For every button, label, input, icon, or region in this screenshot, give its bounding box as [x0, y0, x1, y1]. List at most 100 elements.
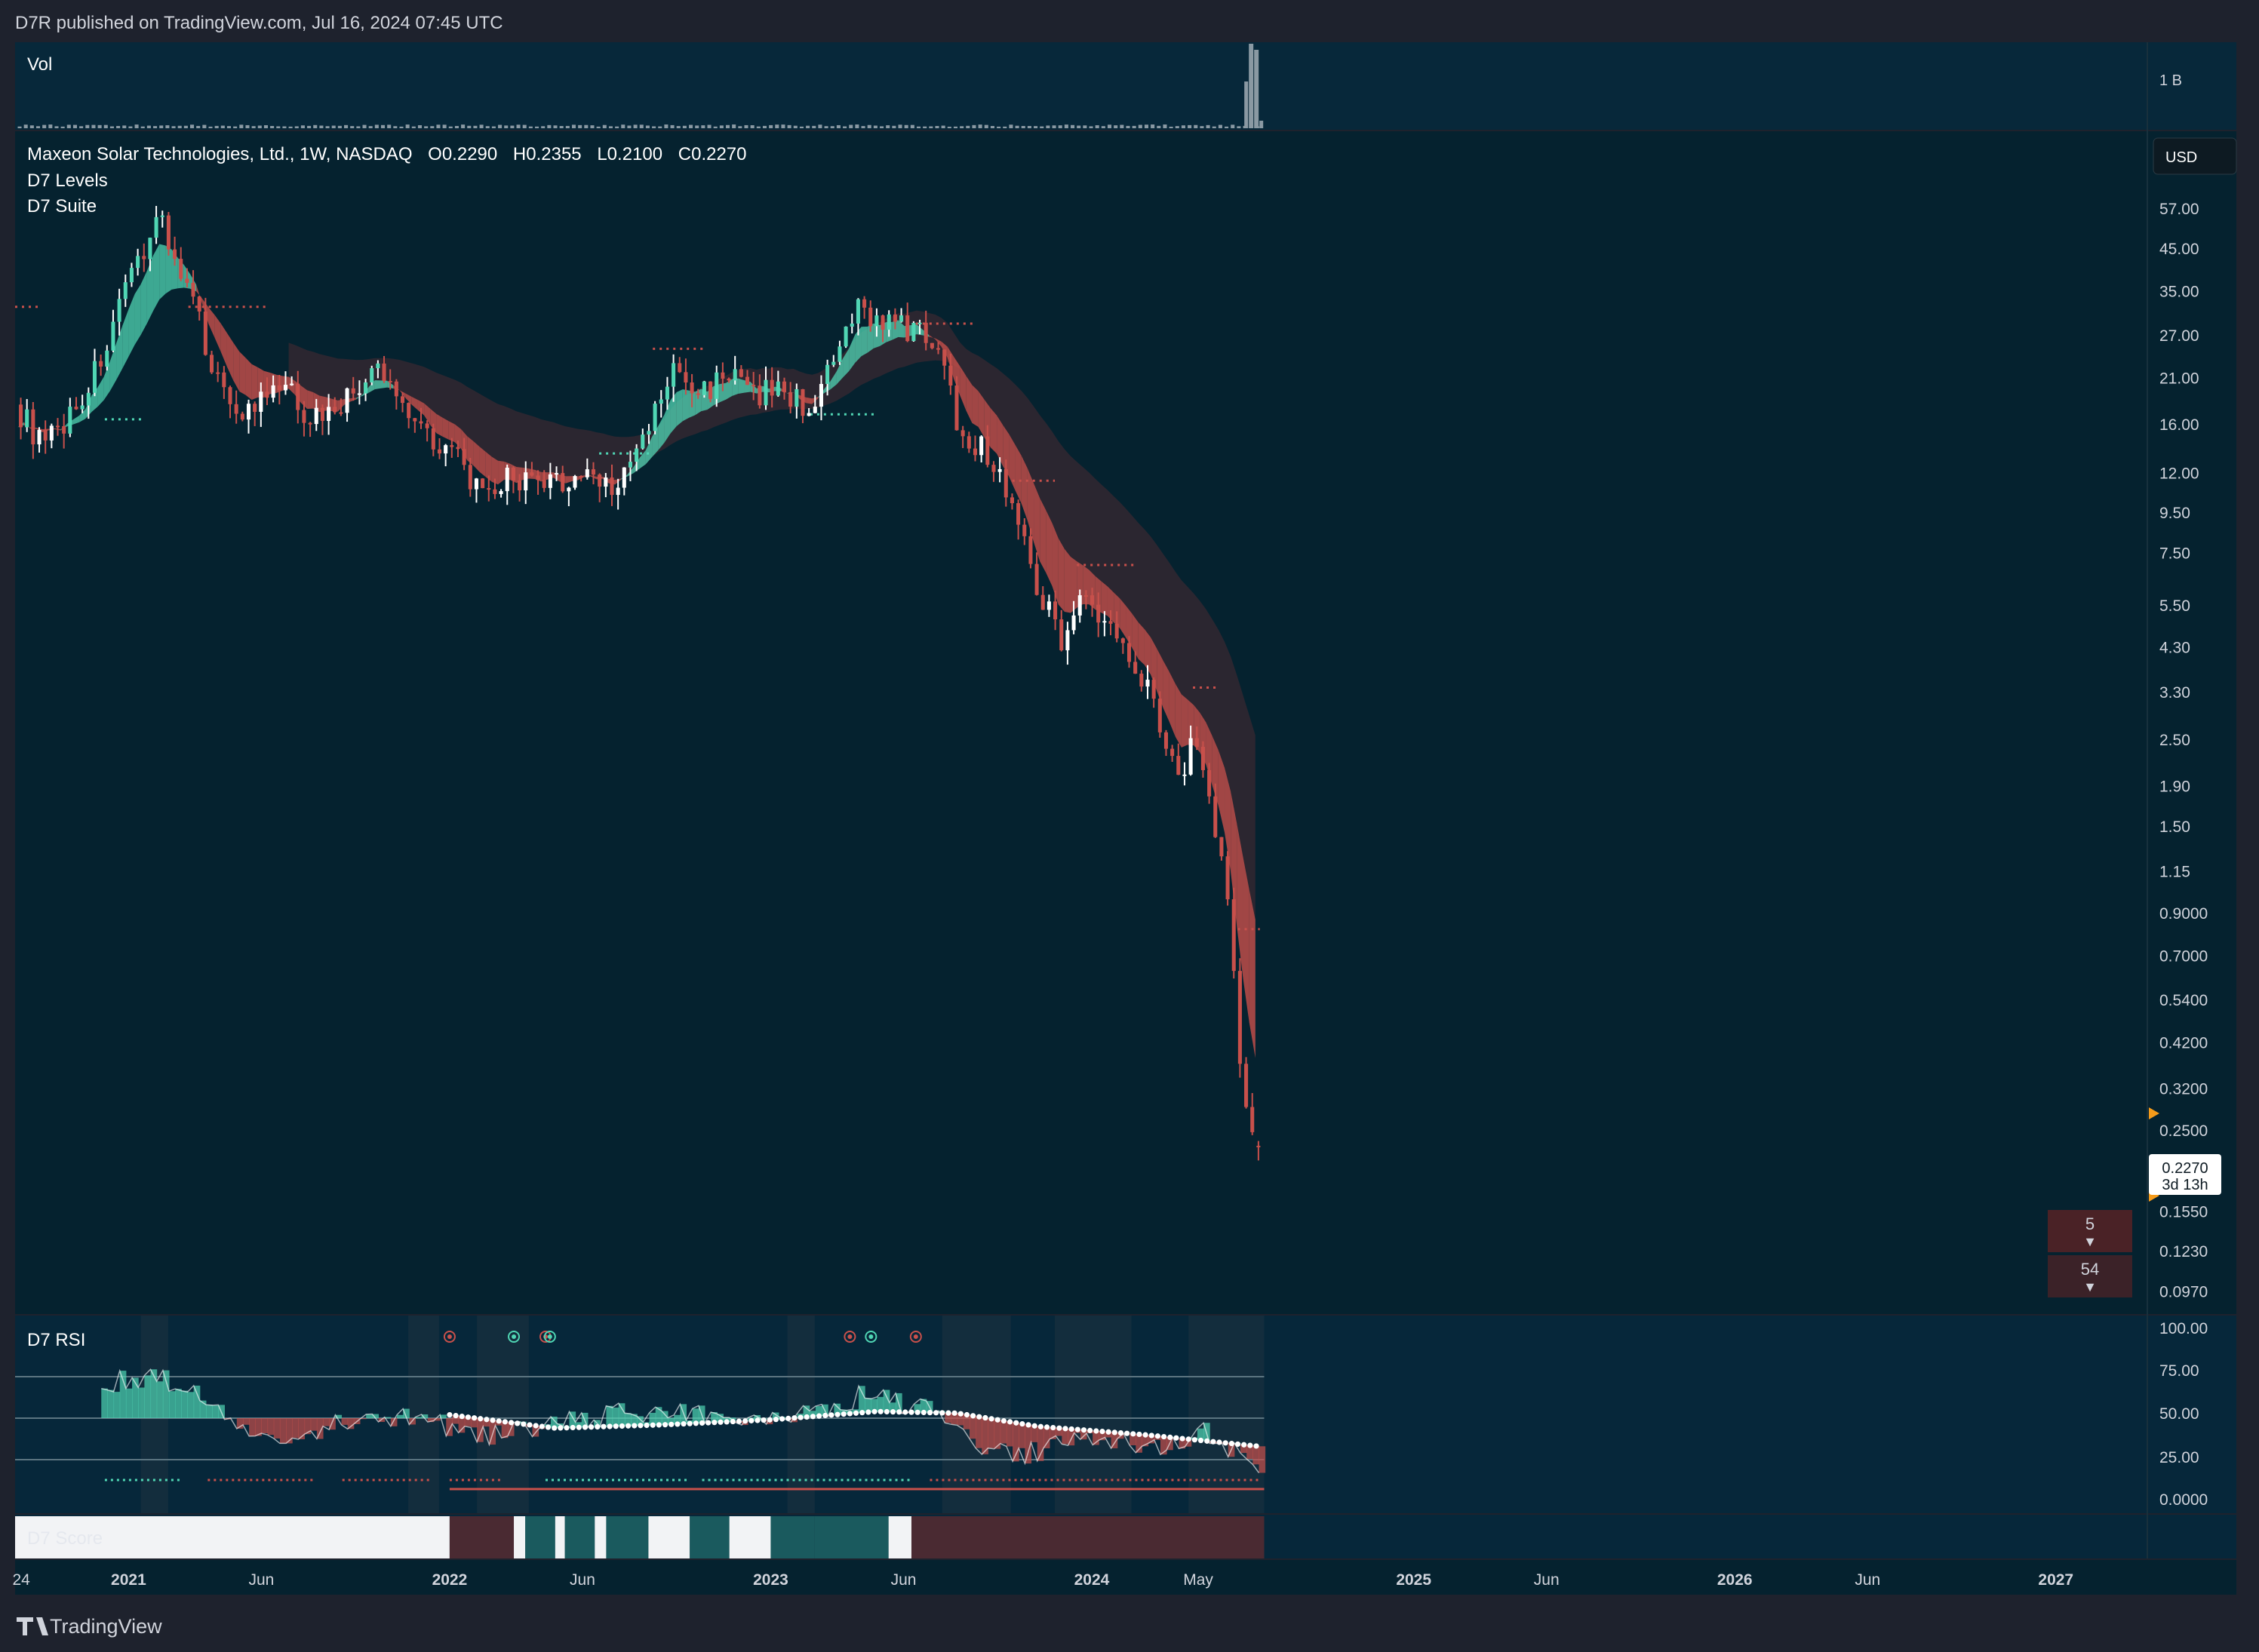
time-tick-label: 2023	[753, 1571, 788, 1589]
rsi-signal-dot	[1234, 1441, 1241, 1448]
trend-ribbon-segment	[1003, 425, 1010, 477]
rsi-marker-red	[844, 1331, 856, 1343]
volume-bar	[1046, 125, 1050, 128]
legend-indicator-levels[interactable]: D7 Levels	[27, 170, 108, 191]
candle-body	[1040, 594, 1045, 610]
volume-bar	[226, 126, 232, 128]
rsi-fill-bar	[446, 1418, 453, 1436]
brand-name[interactable]: TradingView	[50, 1615, 162, 1638]
rsi-fill-bar	[292, 1418, 299, 1439]
volume-bar	[713, 126, 718, 128]
volume-bar	[682, 125, 687, 128]
rsi-signal-dot	[1111, 1429, 1117, 1436]
volume-bar	[220, 125, 225, 128]
rsi-signal-dot	[1025, 1422, 1031, 1428]
candle-body	[721, 372, 725, 379]
volume-bar	[1015, 125, 1019, 128]
currency-button-frame[interactable]	[2153, 137, 2237, 175]
rsi-signal-dot	[1117, 1429, 1124, 1436]
rsi-fill-bar	[1111, 1432, 1118, 1448]
volume-bar	[701, 125, 705, 128]
rsi-signal-dot	[662, 1422, 668, 1428]
volume-bar	[541, 126, 546, 128]
rsi-signal-dot	[945, 1410, 951, 1416]
volume-bar	[726, 124, 730, 128]
candle-body	[887, 314, 891, 330]
candle-body	[228, 387, 232, 404]
trend-ribbon-segment	[498, 460, 505, 485]
rsi-signal-dot	[1160, 1433, 1167, 1440]
candle-body	[129, 268, 134, 283]
trend-ribbon-segment	[1083, 565, 1090, 605]
rsi-fill-bar	[859, 1386, 865, 1414]
volume-bar	[368, 126, 373, 128]
rsi-fill-bar	[988, 1418, 995, 1448]
trend-ribbon-segment	[1249, 889, 1256, 1058]
price-tick-label: 35.00	[2159, 284, 2199, 301]
candle-body	[794, 388, 799, 407]
currency-button[interactable]: USD	[2153, 137, 2237, 175]
volume-spike-bar	[1249, 44, 1254, 128]
rsi-signal-dot	[1185, 1436, 1191, 1442]
volume-bar	[676, 126, 681, 128]
rsi-marker-red-dot	[447, 1334, 452, 1339]
trend-ribbon-segment	[898, 320, 905, 338]
brand-logo[interactable]: TradingView	[17, 1615, 162, 1638]
tradingview-logo-icon[interactable]	[17, 1617, 48, 1635]
rsi-signal-dot	[1007, 1419, 1013, 1425]
time-tick-label: 2025	[1396, 1571, 1431, 1589]
volume-bar	[1151, 124, 1155, 128]
volume-bar	[233, 126, 238, 128]
rsi-fill-bar	[144, 1375, 152, 1418]
trend-ribbon-segment	[300, 385, 308, 410]
candle-body	[400, 396, 405, 404]
rsi-fill-bar	[1136, 1434, 1142, 1453]
rsi-signal-dot	[791, 1415, 798, 1421]
volume-bar	[208, 126, 213, 128]
candle-body	[1083, 595, 1088, 597]
rsi-signal-dot	[656, 1422, 662, 1428]
rsi-fill-bar	[403, 1408, 410, 1418]
price-tick-label: 7.50	[2159, 545, 2190, 562]
candle-body	[579, 476, 583, 478]
rsi-signal-dot	[545, 1424, 552, 1430]
volume-bar	[190, 124, 195, 128]
rsi-plot	[15, 1316, 1266, 1513]
rsi-fill-bar	[668, 1417, 675, 1425]
volume-bar	[331, 125, 336, 128]
rsi-signal-dot	[933, 1410, 939, 1416]
candle-body	[997, 468, 1002, 472]
price-tick-label: 3.30	[2159, 684, 2190, 702]
rsi-signal-dot	[988, 1416, 994, 1422]
rsi-fill-bar	[945, 1413, 951, 1423]
rsi-signal-dot	[496, 1418, 502, 1424]
volume-pane-label: Vol	[27, 54, 52, 75]
volume-bar	[1058, 125, 1062, 128]
price-tick-label: 0.3200	[2159, 1081, 2208, 1098]
volume-bar	[245, 124, 250, 128]
rsi-fill-bar	[1006, 1421, 1013, 1447]
legend-indicator-suite[interactable]: D7 Suite	[27, 196, 97, 216]
volume-bar	[602, 124, 607, 128]
candle-body	[345, 388, 349, 413]
volume-bar	[892, 125, 896, 128]
currency-button-label[interactable]: USD	[2165, 149, 2197, 166]
rsi-signal-dot	[607, 1423, 613, 1429]
trend-ribbon-segment	[929, 335, 936, 339]
rsi-signal-dot	[515, 1420, 521, 1426]
trend-ribbon-segment	[374, 380, 381, 390]
trend-ribbon-segment	[405, 393, 412, 405]
rsi-signal-dot	[1216, 1439, 1222, 1445]
trend-ribbon-segment	[171, 249, 178, 290]
price-tick-label: 0.4200	[2159, 1034, 2208, 1052]
candle-body	[259, 392, 263, 412]
candle-body	[1102, 621, 1107, 623]
candle-body	[68, 407, 72, 434]
candle-body	[1213, 796, 1218, 837]
rsi-signal-dot	[1253, 1443, 1259, 1449]
rsi-signal-dot	[1191, 1437, 1197, 1443]
volume-bar	[467, 125, 472, 128]
rsi-pane-label[interactable]: D7 RSI	[27, 1330, 85, 1350]
candle-body	[1145, 680, 1150, 687]
candle-body	[1090, 595, 1095, 605]
